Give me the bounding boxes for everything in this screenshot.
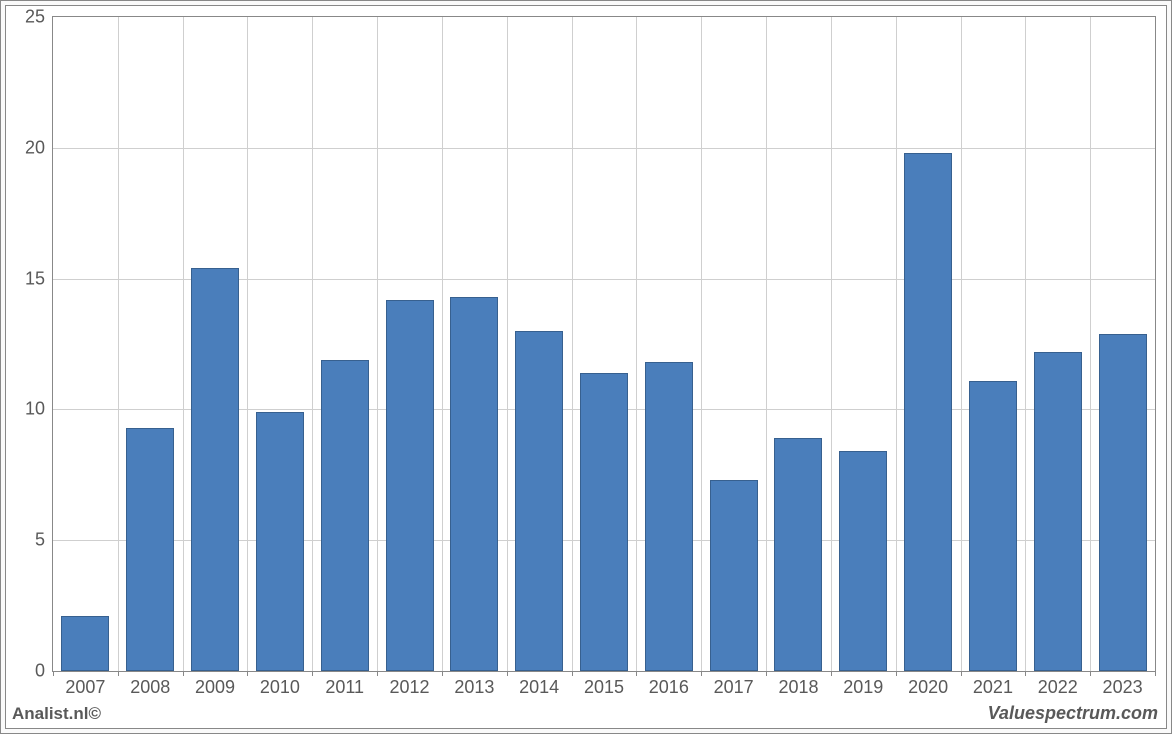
gridline-v	[507, 17, 508, 671]
x-tick	[377, 671, 378, 676]
footer-right-text: Valuespectrum.com	[988, 703, 1158, 724]
bar-2007	[61, 616, 109, 671]
x-axis-label: 2023	[1103, 677, 1143, 698]
x-axis-label: 2009	[195, 677, 235, 698]
footer-left-text: Analist.nl©	[12, 704, 101, 724]
gridline-v	[572, 17, 573, 671]
y-axis-label: 5	[9, 530, 45, 551]
x-tick	[183, 671, 184, 676]
y-axis-label: 0	[9, 661, 45, 682]
x-axis-label: 2019	[843, 677, 883, 698]
gridline-v	[896, 17, 897, 671]
bar-2021	[969, 381, 1017, 671]
x-tick	[247, 671, 248, 676]
plot-grid	[53, 17, 1155, 671]
x-tick	[442, 671, 443, 676]
bar-2011	[321, 360, 369, 671]
x-tick	[572, 671, 573, 676]
gridline-v	[247, 17, 248, 671]
bar-2015	[580, 373, 628, 671]
x-axis-label: 2017	[714, 677, 754, 698]
bar-2022	[1034, 352, 1082, 671]
x-tick	[1090, 671, 1091, 676]
y-axis-label: 20	[9, 137, 45, 158]
x-tick	[766, 671, 767, 676]
gridline-v	[442, 17, 443, 671]
x-tick	[701, 671, 702, 676]
gridline-v	[183, 17, 184, 671]
x-tick	[1025, 671, 1026, 676]
x-axis-label: 2022	[1038, 677, 1078, 698]
gridline-v	[831, 17, 832, 671]
gridline-v	[312, 17, 313, 671]
x-tick	[53, 671, 54, 676]
x-axis-label: 2012	[389, 677, 429, 698]
gridline-v	[118, 17, 119, 671]
x-axis-label: 2018	[778, 677, 818, 698]
y-axis-label: 10	[9, 399, 45, 420]
gridline-h	[53, 148, 1155, 149]
x-tick	[118, 671, 119, 676]
x-axis-label: 2015	[584, 677, 624, 698]
y-axis-label: 25	[9, 7, 45, 28]
gridline-v	[766, 17, 767, 671]
gridline-v	[1025, 17, 1026, 671]
gridline-v	[961, 17, 962, 671]
x-axis-label: 2007	[65, 677, 105, 698]
bar-2012	[386, 300, 434, 671]
x-tick	[1155, 671, 1156, 676]
bar-2010	[256, 412, 304, 671]
chart-outer-frame: 0 5 10 15 20 25 2007 2008 2009 2010 2011 2012 2013 20…	[0, 0, 1172, 734]
x-tick	[507, 671, 508, 676]
x-axis-label: 2016	[649, 677, 689, 698]
bar-2008	[126, 428, 174, 671]
x-tick	[636, 671, 637, 676]
gridline-v	[701, 17, 702, 671]
bar-2009	[191, 268, 239, 671]
x-axis-label: 2008	[130, 677, 170, 698]
bar-2014	[515, 331, 563, 671]
x-axis-label: 2011	[325, 677, 364, 698]
plot-area: 0510152025200720082009201020112012201320…	[52, 16, 1156, 672]
x-axis-label: 2021	[973, 677, 1013, 698]
bar-2018	[774, 438, 822, 671]
x-tick	[831, 671, 832, 676]
x-tick	[961, 671, 962, 676]
x-tick	[312, 671, 313, 676]
bar-2016	[645, 362, 693, 671]
y-axis-label: 15	[9, 268, 45, 289]
gridline-v	[1090, 17, 1091, 671]
x-axis-label: 2020	[908, 677, 948, 698]
x-axis-label: 2010	[260, 677, 300, 698]
bar-2023	[1099, 334, 1147, 671]
bar-2020	[904, 153, 952, 671]
chart-inner-frame: 0 5 10 15 20 25 2007 2008 2009 2010 2011 2012 2013 20…	[5, 5, 1167, 729]
gridline-v	[377, 17, 378, 671]
x-axis-label: 2014	[519, 677, 559, 698]
x-axis-label: 2013	[454, 677, 494, 698]
bar-2017	[710, 480, 758, 671]
x-tick	[896, 671, 897, 676]
bar-2019	[839, 451, 887, 671]
bar-2013	[450, 297, 498, 671]
gridline-v	[636, 17, 637, 671]
